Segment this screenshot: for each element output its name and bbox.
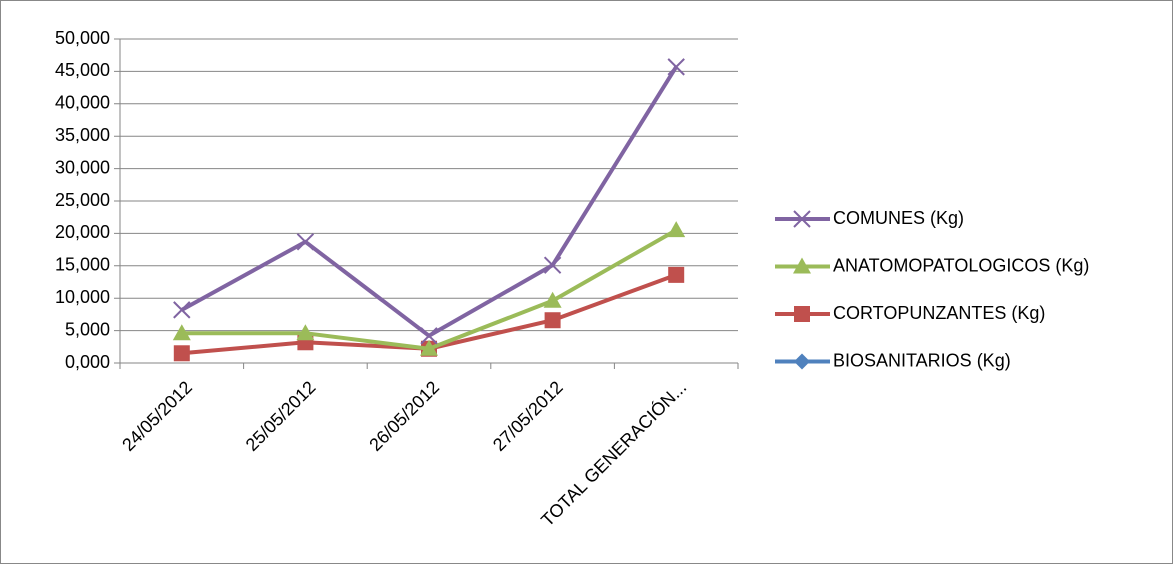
marker [173, 301, 191, 319]
y-tick-label: 0,000 [65, 352, 110, 372]
y-tick-label: 30,000 [55, 157, 110, 177]
marker [296, 324, 315, 341]
legend-label: ANATOMOPATOLOGICOS (Kg) [833, 255, 1089, 275]
y-tick-label: 25,000 [55, 190, 110, 210]
y-tick-label: 45,000 [55, 60, 110, 80]
marker [420, 327, 438, 345]
marker [793, 257, 811, 274]
marker [543, 256, 562, 274]
marker [794, 306, 810, 322]
marker [172, 324, 191, 341]
y-tick-label: 10,000 [55, 287, 110, 307]
y-tick-label: 50,000 [55, 28, 110, 48]
marker [296, 233, 315, 251]
legend-label: BIOSANITARIOS (Kg) [833, 350, 1011, 370]
marker [543, 291, 562, 308]
marker [544, 312, 561, 329]
marker [420, 339, 438, 356]
marker [794, 353, 810, 370]
marker [667, 221, 686, 238]
marker [793, 210, 811, 228]
marker [667, 58, 685, 76]
legend-label: COMUNES (Kg) [833, 208, 964, 228]
marker [668, 266, 685, 283]
marker [173, 345, 190, 362]
y-tick-label: 5,000 [65, 319, 110, 339]
y-tick-label: 15,000 [55, 255, 110, 275]
y-tick-label: 40,000 [55, 93, 110, 113]
y-tick-label: 20,000 [55, 222, 110, 242]
legend-label: CORTOPUNZANTES (Kg) [833, 303, 1045, 323]
y-tick-label: 35,000 [55, 125, 110, 145]
